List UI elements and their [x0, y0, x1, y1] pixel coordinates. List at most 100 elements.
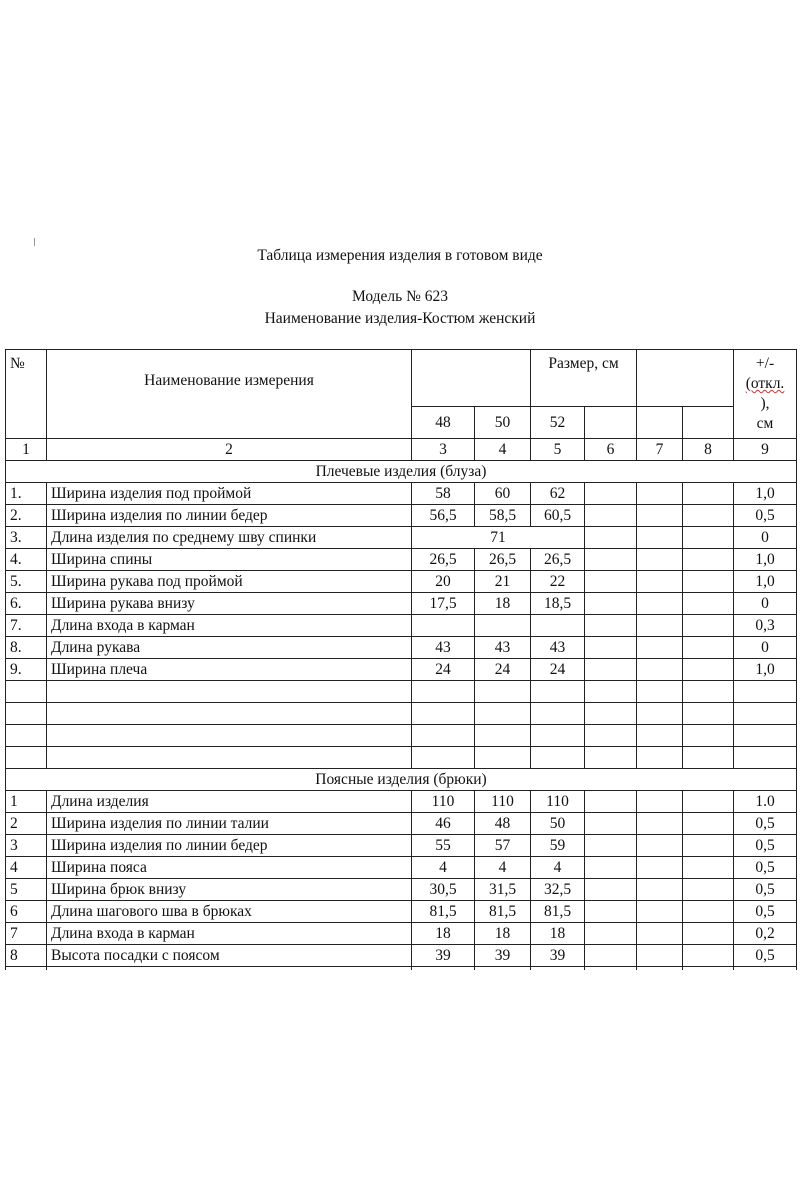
size-value: 24 [530, 658, 585, 681]
size-value [584, 636, 637, 659]
size-value: 110 [474, 790, 531, 813]
deviation-value: 0,5 [733, 856, 797, 879]
size-value [636, 900, 683, 923]
size-value [584, 790, 637, 813]
measurement-name: Ширина изделия под проймой [46, 482, 412, 505]
size-value: 43 [411, 636, 475, 659]
blank-cell [682, 702, 734, 725]
table-row: 4 Ширина пояса 4 4 4 0,5 [5, 856, 797, 879]
size-value [584, 504, 637, 527]
size-value: 20 [411, 570, 475, 593]
header-deviation-line: см [756, 415, 774, 432]
size-value [530, 614, 585, 637]
measurement-name: Ширина изделия по линии талии [46, 812, 412, 835]
blank-cell [636, 680, 683, 703]
blank-cell [474, 724, 531, 747]
size-value: 4 [474, 856, 531, 879]
size-value: 4 [530, 856, 585, 879]
column-number: 8 [682, 438, 734, 461]
size-value: 18 [474, 592, 531, 615]
deviation-value: 0,5 [733, 504, 797, 527]
row-number: 4. [5, 548, 47, 571]
size-value [636, 790, 683, 813]
blank-cell [733, 680, 797, 703]
row-number: 7. [5, 614, 47, 637]
header-blank [636, 349, 734, 407]
size-value: 43 [474, 636, 531, 659]
column-number: 6 [584, 438, 637, 461]
column-number: 3 [411, 438, 475, 461]
size-value: 110 [411, 790, 475, 813]
size-value [636, 878, 683, 901]
size-value [682, 856, 734, 879]
scan-mark [34, 238, 35, 246]
measurement-name: Ширина рукава внизу [46, 592, 412, 615]
header-blank [411, 349, 531, 407]
deviation-value: 0,3 [733, 614, 797, 637]
size-value [636, 812, 683, 835]
size-value: 39 [411, 944, 475, 967]
table-row: 5. Ширина рукава под проймой 20 21 22 1,0 [5, 570, 797, 593]
blank-cell [636, 966, 683, 970]
size-value [584, 856, 637, 879]
size-value: 24 [474, 658, 531, 681]
size-value [682, 482, 734, 505]
measurement-name: Ширина изделия по линии бедер [46, 504, 412, 527]
column-number: 4 [474, 438, 531, 461]
deviation-value: 1,0 [733, 482, 797, 505]
row-number: 2 [5, 812, 47, 835]
deviation-value: 0,5 [733, 944, 797, 967]
size-value: 26,5 [530, 548, 585, 571]
size-value [636, 944, 683, 967]
size-value [682, 834, 734, 857]
measurement-name: Высота посадки с поясом [46, 944, 412, 967]
size-value: 18 [530, 922, 585, 945]
blank-cell [682, 966, 734, 970]
deviation-value: 1.0 [733, 790, 797, 813]
blank-cell [46, 724, 412, 747]
size-value [584, 922, 637, 945]
measurement-name: Ширина спины [46, 548, 412, 571]
size-value [584, 570, 637, 593]
size-cell: 52 [530, 406, 585, 439]
blank-cell [733, 966, 797, 970]
table-row: 6 Длина шагового шва в брюках 81,5 81,5 81,5… [5, 900, 797, 923]
model-number: Модель № 623 [351, 288, 449, 305]
blank-cell [5, 702, 47, 725]
size-value [584, 812, 637, 835]
size-value [584, 878, 637, 901]
table-row: 3. Длина изделия по среднему шву спинки 71… [5, 526, 797, 549]
table-row: 2. Ширина изделия по линии бедер 56,5 58,5 6… [5, 504, 797, 527]
blank-cell [411, 724, 475, 747]
size-value: 48 [474, 812, 531, 835]
product-name: Наименование изделия-Костюм женский [264, 310, 536, 327]
size-value [584, 658, 637, 681]
measurement-name: Длина изделия по среднему шву спинки [46, 526, 412, 549]
table-row: 8 Высота посадки с поясом 39 39 39 0,5 [5, 944, 797, 967]
blank-cell [733, 702, 797, 725]
deviation-value: 0,5 [733, 878, 797, 901]
size-value [682, 658, 734, 681]
blank-cell [584, 966, 637, 970]
row-number: 2. [5, 504, 47, 527]
size-value: 22 [530, 570, 585, 593]
header-no: № [5, 349, 47, 439]
size-value [682, 790, 734, 813]
blank-row [5, 746, 797, 769]
size-value [682, 592, 734, 615]
size-value: 30,5 [411, 878, 475, 901]
size-value: 71 [411, 526, 585, 549]
blank-cell [584, 680, 637, 703]
size-value [636, 834, 683, 857]
size-value: 62 [530, 482, 585, 505]
table-row: 3 Ширина изделия по линии бедер 55 57 59 0,5 [5, 834, 797, 857]
row-number: 8. [5, 636, 47, 659]
size-value [584, 592, 637, 615]
measurement-name: Длина входа в карман [46, 614, 412, 637]
blank-cell [46, 680, 412, 703]
size-value [682, 614, 734, 637]
size-value [636, 592, 683, 615]
size-value: 55 [411, 834, 475, 857]
blank-cell [474, 746, 531, 769]
table-row: 7. Длина входа в карман 0,3 [5, 614, 797, 637]
